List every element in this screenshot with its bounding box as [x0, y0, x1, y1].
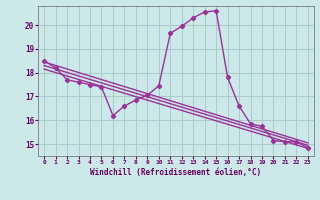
- X-axis label: Windchill (Refroidissement éolien,°C): Windchill (Refroidissement éolien,°C): [91, 168, 261, 177]
